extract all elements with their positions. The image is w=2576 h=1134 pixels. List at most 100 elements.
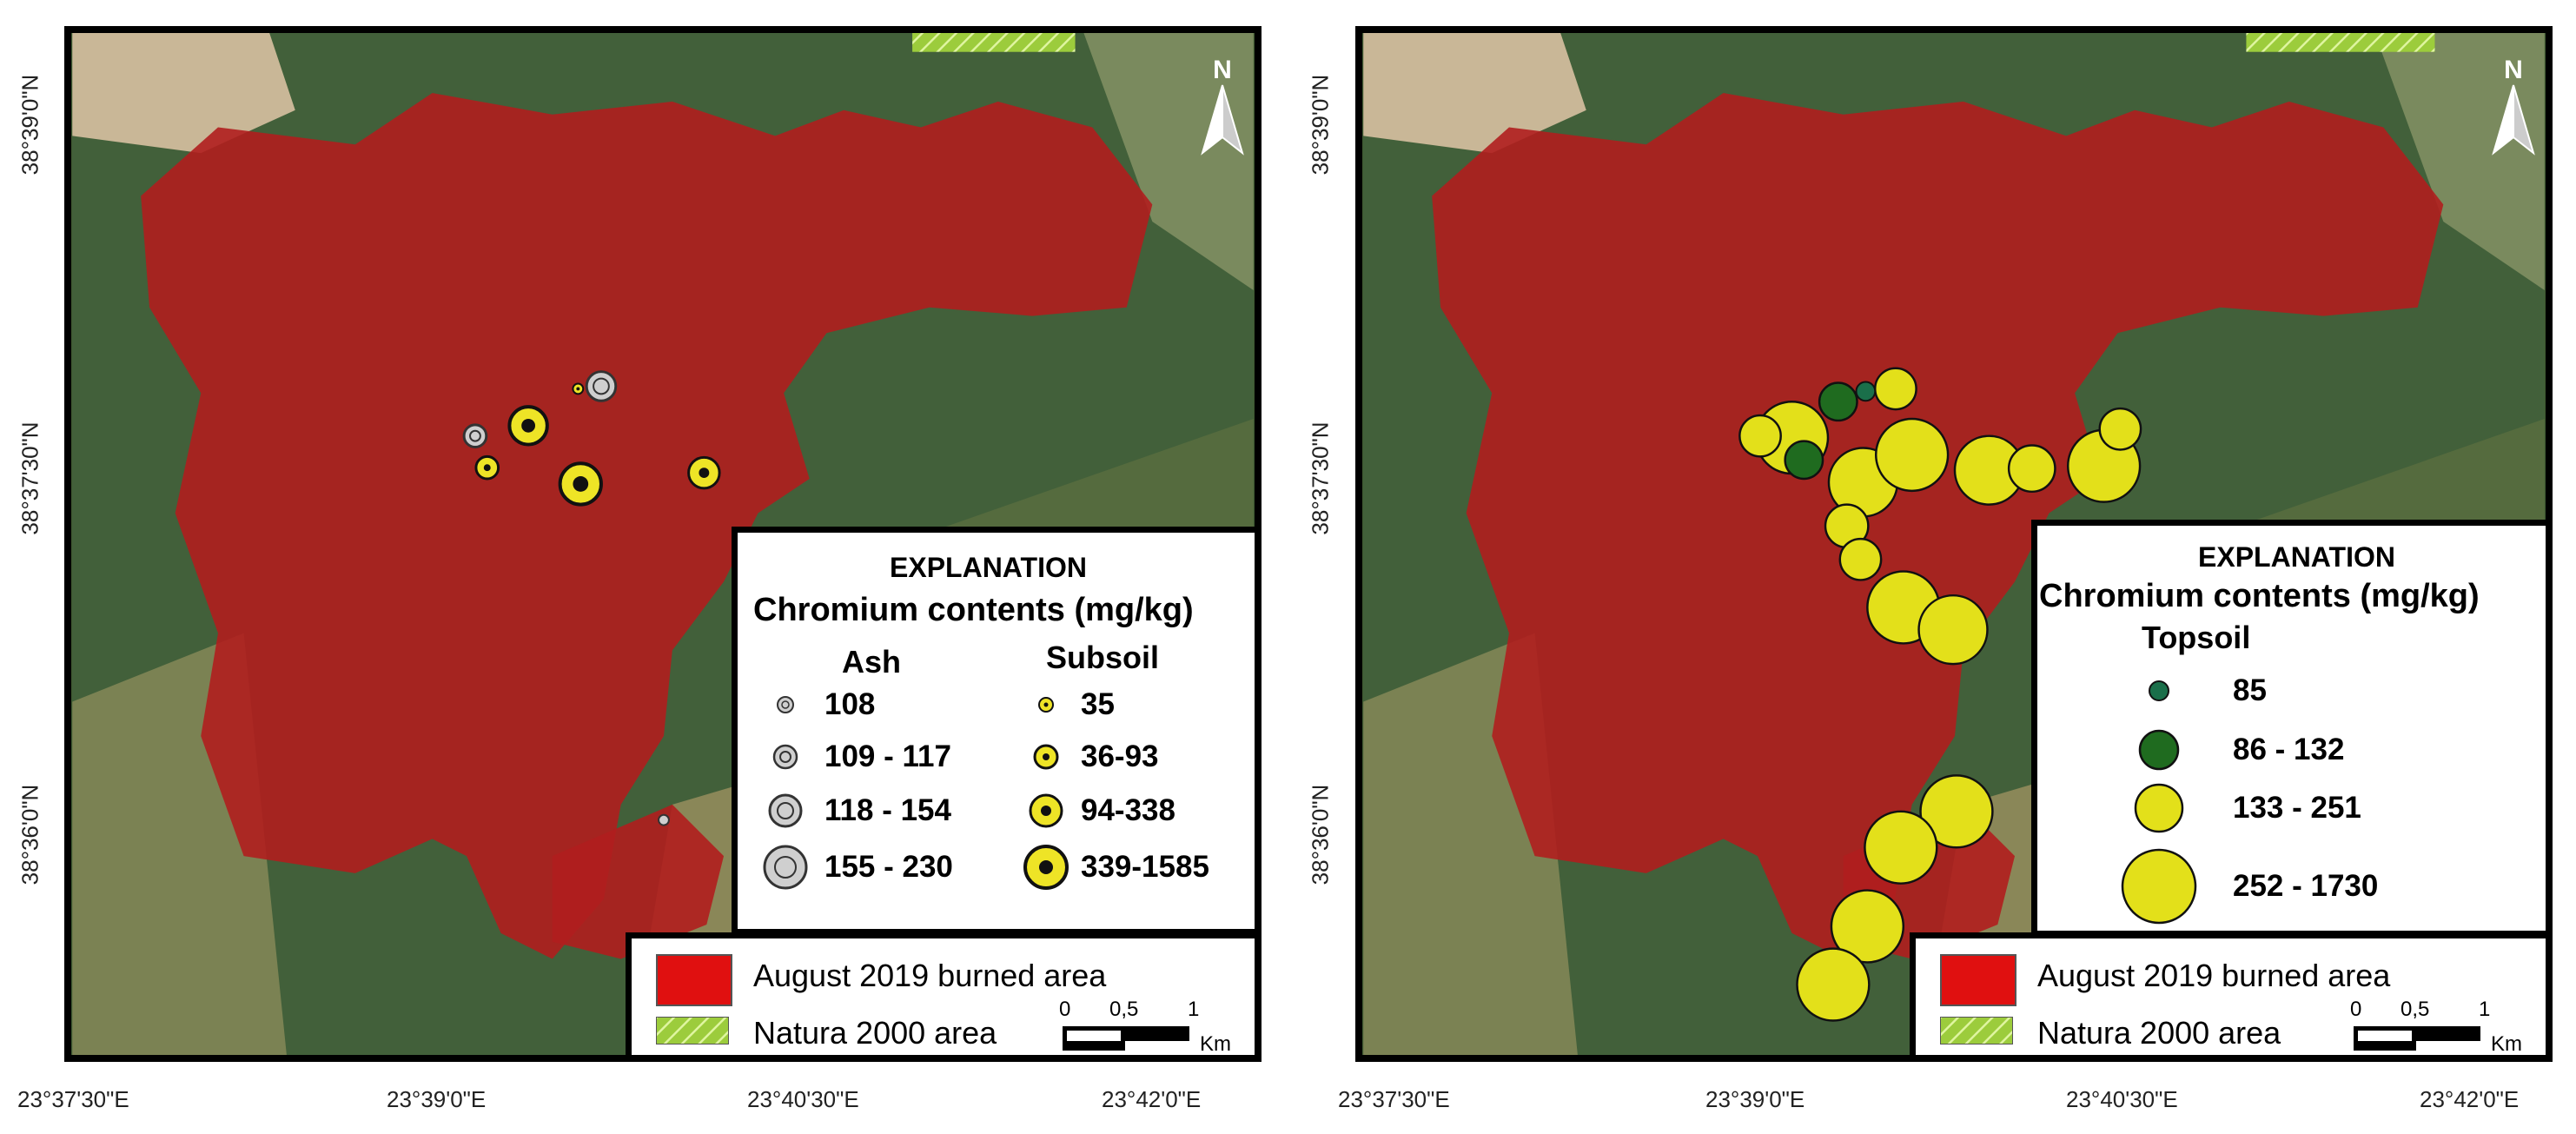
topsoil-class-label: 86 - 132 — [2233, 733, 2345, 766]
legend-symbols — [2121, 680, 2197, 925]
scale-tick-label: 1 — [2479, 998, 2491, 1021]
topsoil-sample-point[interactable] — [1738, 414, 1782, 458]
topsoil-sample-point[interactable] — [1919, 774, 1994, 849]
north-label: N — [1213, 56, 1232, 84]
topsoil-sample-point[interactable] — [2007, 444, 2056, 494]
burned-area-swatch — [656, 954, 732, 1006]
scale-tick-label: 0,5 — [2401, 998, 2430, 1021]
subsoil-legend-symbol — [1029, 793, 1063, 828]
burned-area-swatch — [1940, 954, 2016, 1006]
subsoil-legend-symbol — [1033, 744, 1059, 770]
explanation-legend: EXPLANATION Chromium contents (mg/kg) To… — [2031, 520, 2546, 937]
x-tick-label: 23°42'0"E — [1102, 1086, 1202, 1112]
natura-label: Natura 2000 area — [2037, 1015, 2281, 1051]
topsoil-sample-point[interactable] — [1784, 440, 1824, 481]
topsoil-header: Topsoil — [2142, 620, 2251, 655]
north-arrow-icon: N — [1201, 56, 1244, 156]
natura-swatch — [656, 1017, 729, 1044]
scale-unit: Km — [2491, 1032, 2522, 1056]
ash-class-label: 108 — [824, 687, 876, 721]
topsoil-sample-point[interactable] — [1838, 537, 1883, 581]
north-arrow-icon: N — [2492, 56, 2535, 156]
ash-sample-point[interactable] — [462, 423, 488, 448]
explanation-title: EXPLANATION — [2198, 541, 2395, 573]
topsoil-class-label: 252 - 1730 — [2233, 869, 2379, 903]
explanation-legend: EXPLANATION Chromium contents (mg/kg) As… — [732, 527, 1255, 935]
burned-area-label: August 2019 burned area — [753, 958, 1107, 993]
subsoil-header: Subsoil — [1046, 640, 1160, 675]
x-tick-label: 23°39'0"E — [387, 1086, 487, 1112]
ash-header: Ash — [842, 644, 902, 680]
sample-points-layer — [1738, 367, 2142, 1022]
y-tick-label: 38°36'0"N — [1307, 784, 1334, 885]
natura-2000-area — [2246, 33, 2435, 52]
scale-tick-label: 0,5 — [1109, 998, 1139, 1021]
x-tick-label: 23°42'0"E — [2420, 1086, 2520, 1112]
x-tick-label: 23°40'30"E — [2066, 1086, 2178, 1112]
ash-legend-symbol — [763, 845, 808, 890]
subsoil-legend-symbol — [1023, 845, 1069, 890]
topsoil-legend-symbol — [2138, 729, 2180, 771]
topsoil-sample-point[interactable] — [1864, 810, 1938, 885]
y-tick-label: 38°39'0"N — [17, 74, 43, 176]
x-tick-label: 23°37'30"E — [17, 1086, 129, 1112]
base-legend: August 2019 burned area Natura 2000 area… — [1910, 932, 2546, 1056]
subsoil-class-label: 36-93 — [1081, 739, 1159, 773]
topsoil-sample-point[interactable] — [2098, 407, 2142, 451]
ash-class-label: 118 - 154 — [824, 793, 951, 827]
topsoil-sample-point[interactable] — [1874, 417, 1950, 493]
subsoil-sample-point[interactable] — [507, 405, 549, 447]
sample-points-layer — [462, 370, 721, 826]
ash-sample-point[interactable] — [658, 813, 670, 826]
base-legend: August 2019 burned area Natura 2000 area… — [626, 932, 1255, 1056]
topsoil-legend-symbol — [2134, 783, 2184, 833]
topsoil-class-label: 133 - 251 — [2233, 791, 2361, 825]
y-tick-label: 38°36'0"N — [17, 784, 43, 885]
subsoil-sample-point[interactable] — [687, 455, 721, 490]
subsoil-legend-symbol — [1038, 697, 1054, 713]
natura-label: Natura 2000 area — [753, 1015, 997, 1051]
y-tick-label: 38°37'30"N — [17, 421, 43, 535]
ash-legend-symbol — [768, 793, 803, 828]
natura-swatch — [1940, 1017, 2013, 1044]
subsoil-class-label: 339-1585 — [1081, 850, 1209, 884]
subsoil-class-label: 94-338 — [1081, 793, 1175, 827]
explanation-subtitle: Chromium contents (mg/kg) — [2039, 578, 2480, 614]
subsoil-class-label: 35 — [1081, 687, 1115, 721]
ash-legend-symbol — [777, 696, 794, 713]
topsoil-sample-point[interactable] — [1796, 947, 1871, 1022]
ash-legend-symbol — [772, 744, 798, 770]
subsoil-sample-point[interactable] — [474, 454, 500, 481]
natura-2000-area — [912, 33, 1076, 52]
north-label: N — [2504, 56, 2523, 84]
scale-bar — [2354, 1026, 2480, 1051]
topsoil-sample-point[interactable] — [1818, 381, 1858, 422]
subsoil-sample-point[interactable] — [572, 382, 585, 395]
y-tick-label: 38°39'0"N — [1307, 74, 1334, 176]
topsoil-class-label: 85 — [2233, 673, 2267, 707]
legend-symbols — [763, 696, 1069, 890]
ash-class-label: 109 - 117 — [824, 739, 951, 773]
topsoil-legend-symbol — [2121, 848, 2197, 925]
topsoil-sample-point[interactable] — [1874, 367, 1917, 411]
topsoil-sample-point[interactable] — [1830, 889, 1905, 964]
x-tick-label: 23°37'30"E — [1338, 1086, 1450, 1112]
scale-unit: Km — [1200, 1032, 1231, 1056]
y-tick-label: 38°37'30"N — [1307, 421, 1334, 535]
explanation-title: EXPLANATION — [890, 552, 1087, 583]
map-panel-topsoil: N EXPLANATION Chromium contents (mg/kg) … — [1355, 26, 2553, 1062]
x-tick-label: 23°39'0"E — [1705, 1086, 1805, 1112]
ash-class-label: 155 - 230 — [824, 850, 953, 884]
burned-area — [1432, 93, 2444, 959]
scale-tick-label: 0 — [1059, 998, 1071, 1021]
x-tick-label: 23°40'30"E — [747, 1086, 859, 1112]
explanation-subtitle: Chromium contents (mg/kg) — [753, 592, 1194, 628]
burned-area-label: August 2019 burned area — [2037, 958, 2391, 993]
subsoil-sample-point[interactable] — [558, 461, 603, 507]
ash-sample-point[interactable] — [585, 370, 618, 402]
topsoil-sample-point[interactable] — [1917, 594, 1989, 666]
topsoil-sample-point[interactable] — [1855, 381, 1877, 402]
topsoil-legend-symbol — [2149, 680, 2169, 701]
scale-bar — [1063, 1026, 1189, 1051]
burned-area — [141, 93, 1153, 959]
